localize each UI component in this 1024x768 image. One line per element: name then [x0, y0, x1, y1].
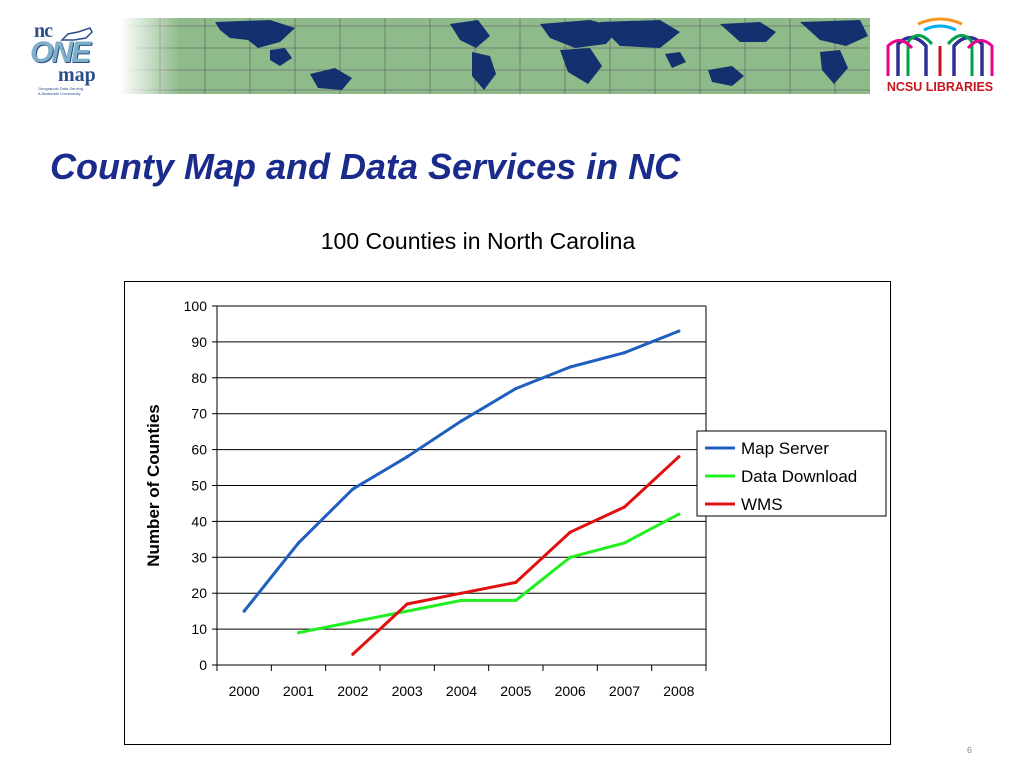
y-tick-label: 10	[191, 621, 207, 637]
data-point	[514, 386, 518, 391]
data-point	[568, 555, 572, 559]
slide-title: County Map and Data Services in NC	[50, 146, 681, 187]
data-point	[677, 329, 681, 333]
y-tick-label: 60	[191, 442, 207, 458]
y-axis-label: Number of Counties	[144, 404, 163, 566]
ncsu-books-icon	[886, 17, 994, 76]
y-tick-label: 70	[191, 406, 207, 422]
data-point	[242, 609, 246, 613]
x-tick-label: 2001	[283, 683, 314, 699]
data-point	[296, 541, 301, 545]
y-tick-label: 100	[184, 298, 208, 314]
world-map-banner	[120, 18, 870, 94]
ncsu-libraries-label: NCSU LIBRARIES	[886, 80, 994, 94]
data-point	[405, 455, 409, 459]
data-point	[459, 419, 464, 423]
chart-title: 100 Counties in North Carolina	[320, 228, 636, 254]
data-point	[405, 609, 409, 613]
legend-label: Map Server	[741, 439, 829, 458]
data-point	[622, 505, 627, 509]
line-chart: 0 10 20 30 40 50 60 70 80 90 100 2000 2001 2002 2003 20…	[144, 298, 887, 699]
page-number: 6	[966, 745, 972, 755]
data-point	[351, 652, 355, 656]
y-tick-label: 0	[199, 657, 207, 673]
series-line-1	[298, 512, 680, 635]
legend-label: WMS	[741, 495, 783, 514]
y-tick-label: 90	[191, 334, 207, 350]
data-point	[459, 591, 464, 595]
data-point	[514, 580, 518, 585]
data-point	[351, 620, 355, 624]
logo-text-one: ONE	[30, 36, 91, 69]
data-point	[622, 541, 627, 545]
x-tick-label: 2006	[555, 683, 586, 699]
ncsu-libraries-logo: NCSU LIBRARIES	[878, 16, 1002, 102]
y-tick-label: 50	[191, 478, 207, 494]
x-tick-label: 2002	[337, 683, 368, 699]
x-tick-label: 2007	[609, 683, 640, 699]
header-banner: nc ONE map Geographic Data Serving A Sta…	[20, 16, 1000, 98]
series-line-0	[243, 329, 680, 613]
x-tick-label: 2003	[392, 683, 423, 699]
y-tick-label: 20	[191, 585, 207, 601]
y-tick-label: 40	[191, 513, 207, 529]
y-tick-label: 30	[191, 549, 207, 565]
data-point	[677, 455, 681, 459]
nc-state-icon	[60, 27, 93, 41]
logo-text-map: map	[58, 64, 96, 86]
x-tick-label: 2008	[663, 683, 694, 699]
data-point	[568, 365, 572, 369]
chart-frame: 0 10 20 30 40 50 60 70 80 90 100 2000 2001 2002 2003 20…	[124, 281, 891, 745]
y-tick-label: 80	[191, 370, 207, 386]
data-point	[459, 598, 464, 602]
data-point	[622, 351, 627, 355]
data-point	[351, 487, 355, 491]
continents	[215, 20, 868, 90]
legend-box	[696, 430, 887, 517]
data-point	[514, 598, 518, 602]
data-point	[405, 602, 409, 606]
logo-tagline-2: A Statewide Community	[38, 91, 81, 96]
series-line-2	[351, 455, 680, 656]
logo-tagline-1: Geographic Data Serving	[38, 86, 83, 91]
data-point	[677, 512, 681, 516]
x-tick-label: 2000	[229, 683, 260, 699]
legend-label: Data Download	[741, 467, 857, 486]
logo-text-nc: nc	[34, 20, 53, 42]
data-point	[568, 530, 572, 534]
x-tick-label: 2005	[500, 683, 531, 699]
x-tick-label: 2004	[446, 683, 477, 699]
data-point	[296, 631, 301, 635]
